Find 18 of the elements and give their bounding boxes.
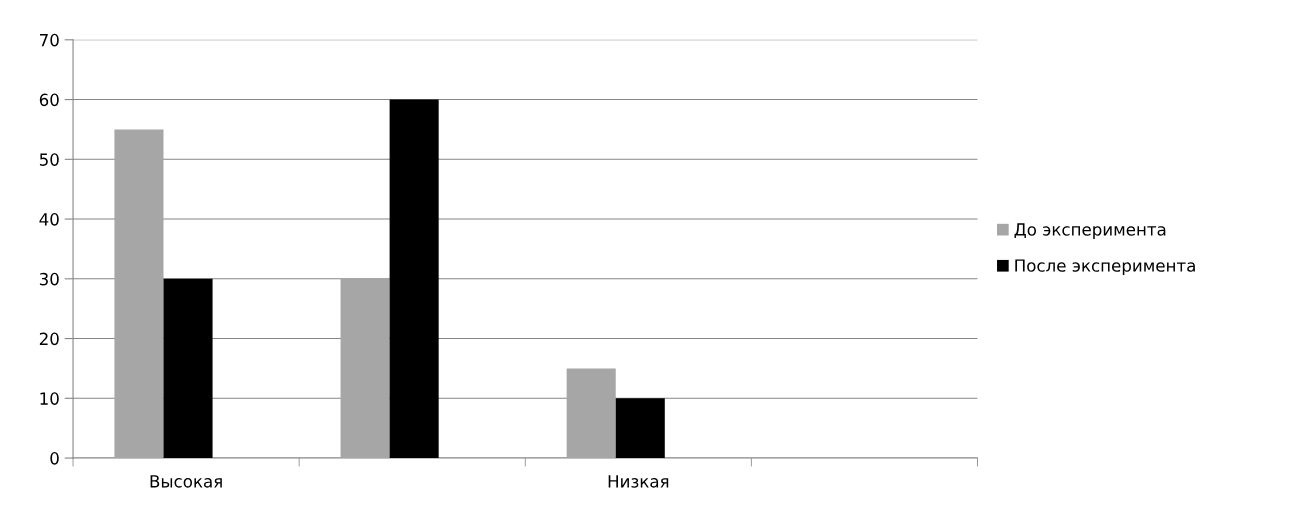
y-tick-label: 0 <box>50 452 59 465</box>
y-tick-label: 50 <box>39 153 59 166</box>
legend-label: После эксперимента <box>1015 259 1195 276</box>
bar <box>566 368 616 459</box>
bar <box>389 99 439 459</box>
y-tick-label: 60 <box>39 93 59 107</box>
bar <box>615 398 665 459</box>
y-tick-label: 20 <box>39 332 59 346</box>
y-tick-label: 30 <box>39 272 59 286</box>
y-tick-label: 10 <box>40 392 59 405</box>
bar <box>114 129 164 459</box>
y-tick-label: 40 <box>39 213 59 226</box>
x-tick-label: Низкая <box>608 475 669 488</box>
y-tick-label: 70 <box>40 33 59 47</box>
bar <box>163 278 213 459</box>
bar <box>340 278 390 459</box>
x-tick-label: Высокая <box>150 475 222 488</box>
legend-label: До эксперимента <box>1014 223 1166 239</box>
